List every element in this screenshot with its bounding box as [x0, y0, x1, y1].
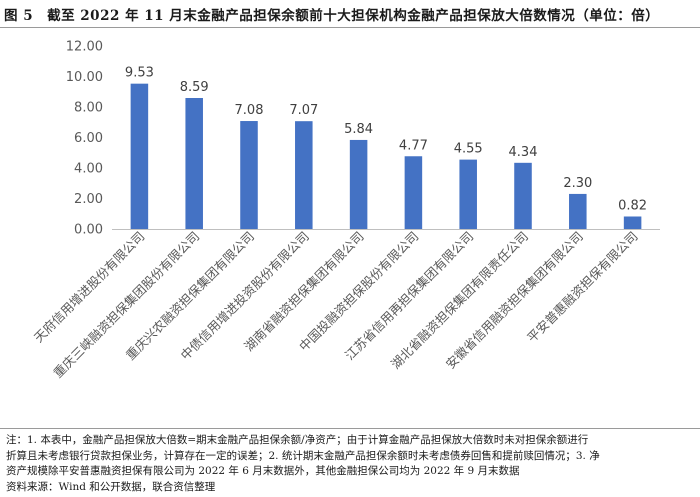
bar: [514, 162, 532, 229]
y-tick-label: 0.00: [74, 223, 103, 238]
data-source: 资料来源：Wind 和公开数据，联合资信整理: [6, 480, 216, 493]
y-tick-label: 4.00: [74, 162, 103, 177]
bar-value-label: 2.30: [563, 176, 592, 191]
note-line-3: 资产规模除平安普惠融资担保有限公司为 2022 年 6 月末数据外，其他金融担保…: [6, 465, 520, 477]
bar-value-label: 4.55: [454, 142, 483, 157]
bar: [459, 159, 477, 229]
y-tick-label: 6.00: [74, 131, 103, 146]
bar-series: [130, 83, 642, 229]
bar-value-label: 9.53: [125, 66, 154, 81]
note-line-1: 注：1. 本表中，金融产品担保放大倍数=期末金融产品担保余额/净资产；由于计算金…: [6, 434, 589, 446]
bar-value-label: 7.08: [235, 103, 264, 118]
bar-value-label: 7.07: [289, 103, 318, 118]
notes-divider: [0, 428, 700, 429]
bar: [295, 121, 313, 229]
x-axis-labels: 天府信用增进股份有限公司重庆三峡融资担保集团股份有限公司重庆兴农融资担保集团有限…: [31, 229, 641, 381]
x-category-label: 天府信用增进股份有限公司: [31, 229, 148, 346]
bar-value-label: 4.77: [399, 138, 428, 153]
bar-chart: 0.00 2.00 4.00 6.00 8.00 10.00 12.00 9.53 8.59 7…: [31, 40, 660, 381]
bar: [130, 83, 149, 229]
bar: [240, 121, 258, 229]
bar: [185, 98, 203, 229]
figure-title: 图 5 截至 2022 年 11 月末金融产品担保余额前十大担保机构金融产品担保放…: [4, 4, 696, 26]
figure-title-text: 截至 2022 年 11 月末金融产品担保余额前十大担保机构金融产品担保放大倍数…: [47, 8, 660, 24]
figure-number: 图 5: [4, 8, 34, 24]
y-axis: 0.00 2.00 4.00 6.00 8.00 10.00 12.00: [66, 40, 103, 238]
bar-value-label: 0.82: [618, 198, 647, 213]
bar-value-label: 5.84: [344, 122, 373, 137]
bar: [569, 193, 587, 229]
y-tick-label: 2.00: [74, 192, 103, 207]
bar-value-label: 4.34: [509, 145, 538, 160]
note-line-2: 折算且未考虑银行贷款担保业务，计算存在一定的误差；2. 统计期末金融产品担保余额…: [6, 449, 600, 462]
title-divider: [0, 27, 700, 28]
y-tick-label: 8.00: [74, 101, 103, 116]
bar: [404, 156, 423, 229]
figure-notes: 注：1. 本表中，金融产品担保放大倍数=期末金融产品担保余额/净资产；由于计算金…: [6, 433, 696, 495]
bar: [623, 216, 642, 229]
y-tick-label: 12.00: [66, 40, 103, 55]
bar: [349, 139, 368, 229]
x-category-label: 平安普惠融资担保有限公司: [524, 229, 641, 346]
y-tick-label: 10.00: [66, 70, 103, 85]
value-labels: 9.53 8.59 7.08 7.07 5.84 4.77 4.55 4.34 2.30 0.82: [125, 66, 647, 214]
bar-value-label: 8.59: [180, 80, 209, 95]
